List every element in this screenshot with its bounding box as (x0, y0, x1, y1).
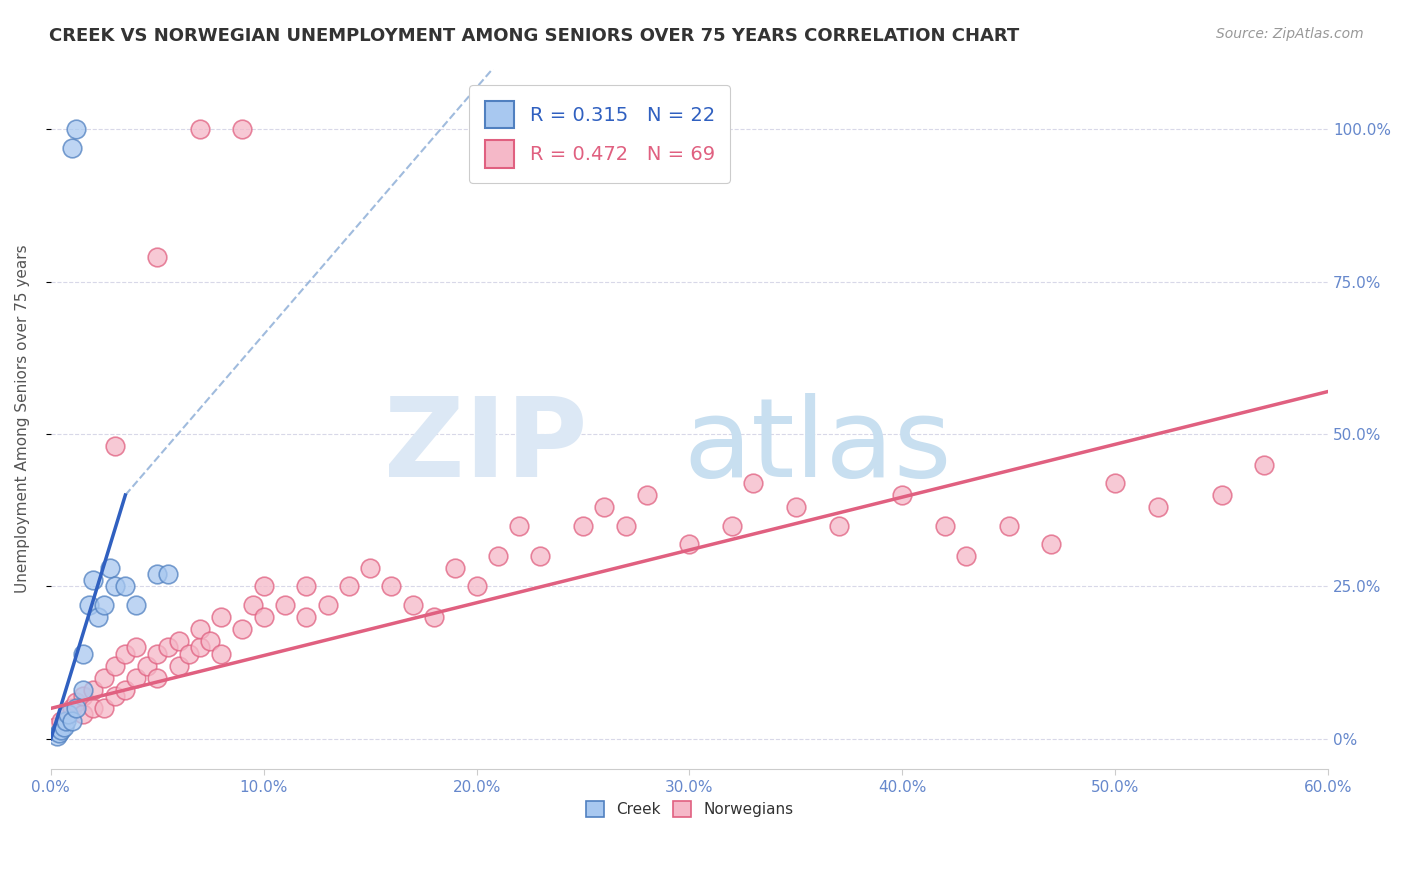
Point (231, 122, 253, 136)
Point (60, 714, 83, 728)
Point (200, 634, 222, 648)
Point (125, 598, 148, 612)
Point (242, 598, 264, 612)
Point (1040, 537, 1063, 551)
Point (82, 683, 104, 698)
Point (48, 725, 70, 739)
Point (135, 658, 157, 673)
Point (295, 580, 318, 594)
Point (402, 598, 425, 612)
Point (998, 518, 1021, 533)
Point (82, 574, 104, 588)
Point (593, 500, 616, 515)
Point (1253, 458, 1275, 472)
Point (785, 500, 807, 515)
Point (72, 707, 94, 722)
Point (104, 689, 127, 703)
Point (146, 251, 169, 265)
Point (678, 537, 700, 551)
Point (51, 714, 73, 728)
Text: ZIP: ZIP (384, 393, 588, 500)
Point (827, 518, 849, 533)
Y-axis label: Unemployment Among Seniors over 75 years: Unemployment Among Seniors over 75 years (15, 244, 30, 593)
Point (65, 122, 87, 136)
Point (721, 518, 744, 533)
Point (1146, 500, 1168, 515)
Point (274, 598, 297, 612)
Point (337, 580, 360, 594)
Point (60, 141, 83, 155)
Point (82, 701, 104, 715)
Point (380, 580, 402, 594)
Point (529, 549, 551, 563)
Point (65, 695, 87, 709)
Point (65, 701, 87, 715)
Point (742, 475, 765, 490)
Point (114, 683, 136, 698)
Point (104, 439, 127, 453)
Point (955, 549, 977, 563)
Point (93, 598, 115, 612)
Point (508, 518, 530, 533)
Point (156, 640, 179, 655)
Text: CREEK VS NORWEGIAN UNEMPLOYMENT AMONG SENIORS OVER 75 YEARS CORRELATION CHART: CREEK VS NORWEGIAN UNEMPLOYMENT AMONG SE… (49, 27, 1019, 45)
Point (614, 518, 637, 533)
Point (93, 671, 115, 685)
Point (100, 561, 122, 575)
Point (56, 707, 79, 722)
Point (179, 647, 201, 661)
Point (486, 549, 509, 563)
Text: atlas: atlas (683, 393, 952, 500)
Point (188, 122, 211, 136)
Point (77, 598, 100, 612)
Point (72, 647, 94, 661)
Point (572, 518, 595, 533)
Point (93, 701, 115, 715)
Point (465, 580, 488, 594)
Point (209, 647, 232, 661)
Point (156, 567, 179, 582)
Point (359, 561, 381, 575)
Point (1211, 488, 1233, 502)
Point (891, 488, 914, 502)
Point (1104, 475, 1126, 490)
Point (316, 598, 339, 612)
Point (60, 701, 83, 715)
Point (104, 580, 127, 594)
Point (167, 634, 190, 648)
Point (167, 658, 190, 673)
Point (295, 610, 318, 624)
Point (55, 714, 77, 728)
Point (125, 640, 148, 655)
Text: Source: ZipAtlas.com: Source: ZipAtlas.com (1216, 27, 1364, 41)
Point (209, 610, 232, 624)
Point (231, 622, 253, 636)
Point (146, 671, 169, 685)
Point (146, 567, 169, 582)
Point (44, 720, 66, 734)
Point (636, 488, 658, 502)
Point (46, 729, 69, 743)
Legend: Creek, Norwegians: Creek, Norwegians (578, 794, 801, 825)
Point (114, 580, 136, 594)
Point (56, 707, 79, 722)
Point (146, 647, 169, 661)
Point (72, 683, 94, 698)
Point (444, 561, 467, 575)
Point (934, 518, 956, 533)
Point (253, 610, 276, 624)
Point (72, 689, 94, 703)
Point (52, 720, 75, 734)
Point (114, 647, 136, 661)
Point (104, 658, 127, 673)
Point (51, 723, 73, 737)
Point (86, 610, 108, 624)
Point (423, 610, 446, 624)
Point (253, 580, 276, 594)
Point (125, 671, 148, 685)
Point (188, 640, 211, 655)
Point (188, 622, 211, 636)
